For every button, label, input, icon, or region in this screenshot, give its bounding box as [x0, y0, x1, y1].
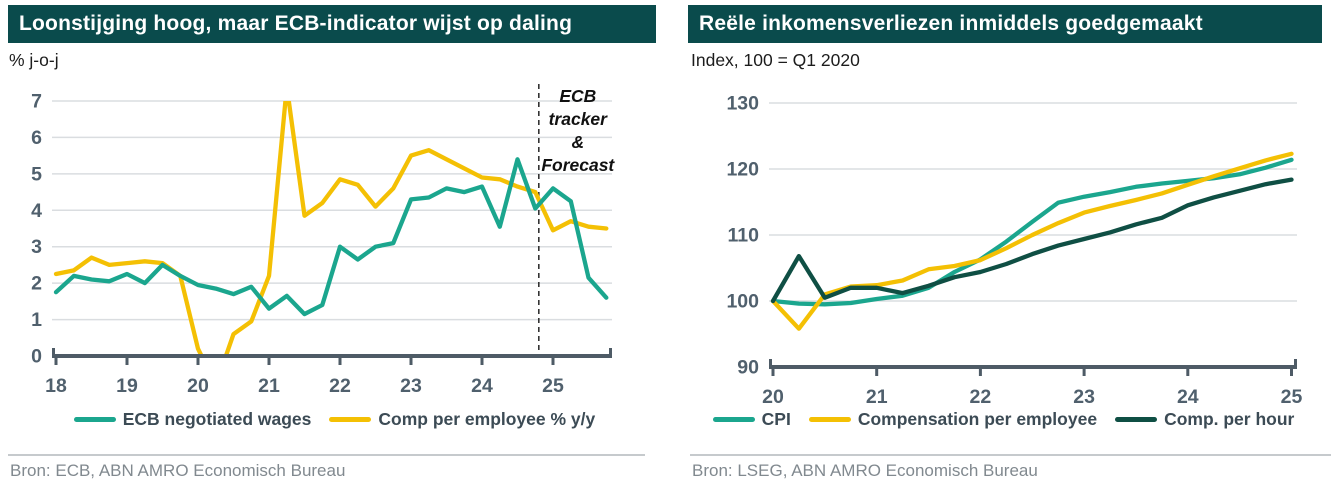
x-tick-label: 25	[542, 375, 564, 397]
divider	[690, 454, 1331, 456]
series-line-cpi	[770, 157, 1294, 307]
x-tick-label: 21	[258, 375, 280, 397]
x-tick-label: 22	[970, 386, 992, 408]
legend-label: Compensation per employee	[857, 409, 1098, 429]
right-chart: 20 21 22 23 24 25 90 100 110 120 130	[726, 93, 1303, 409]
y-tick-label: 120	[726, 159, 759, 181]
right-chart-legend: CPI Compensation per employee Comp. per ho…	[669, 409, 1338, 430]
right-chart-title: Reële inkomensverliezen inmiddels goedge…	[688, 5, 1322, 43]
x-tick-label: 20	[187, 375, 209, 397]
x-tick-label: 20	[762, 386, 784, 408]
x-tick-label: 23	[1073, 386, 1095, 408]
y-tick-label: 2	[31, 273, 42, 295]
forecast-annotation: ECB	[559, 86, 596, 106]
x-tick-label: 21	[866, 386, 888, 408]
right-chart-subtitle: Index, 100 = Q1 2020	[691, 50, 860, 70]
legend-swatch-icon	[73, 417, 116, 422]
left-chart-subtitle: % j-o-j	[9, 50, 59, 70]
y-tick-label: 4	[31, 200, 42, 222]
series-line-ecb-negotiated-wages	[53, 157, 609, 317]
legend-item: Comp per employee % y/y	[329, 409, 595, 430]
x-tick-label: 24	[1177, 386, 1199, 408]
legend-item: ECB negotiated wages	[73, 409, 312, 430]
x-tick-label: 22	[329, 375, 351, 397]
legend-label: Comp per employee % y/y	[378, 409, 596, 429]
divider	[8, 454, 645, 456]
y-tick-label: 110	[728, 225, 760, 247]
forecast-annotation: Forecast	[541, 155, 615, 175]
legend-item: CPI	[712, 409, 791, 430]
left-chart-legend: ECB negotiated wages Comp per employee % …	[0, 409, 669, 430]
y-tick-label: 0	[31, 346, 42, 368]
legend-item: Comp. per hour	[1115, 409, 1294, 430]
y-tick-label: 6	[31, 127, 42, 149]
x-tick-label: 23	[400, 375, 422, 397]
right-chart-source: Bron: LSEG, ABN AMRO Economisch Bureau	[692, 461, 1038, 480]
legend-label: CPI	[761, 409, 791, 429]
y-tick-label: 7	[31, 90, 42, 112]
y-tick-label: 3	[31, 236, 42, 258]
y-tick-label: 5	[31, 163, 42, 185]
y-tick-label: 100	[726, 291, 759, 313]
forecast-annotation: tracker	[549, 109, 609, 129]
legend-label: ECB negotiated wages	[122, 409, 312, 429]
x-tick-label: 24	[471, 375, 493, 397]
x-tick-label: 18	[45, 375, 67, 397]
series-line-comp-per-hour	[770, 177, 1294, 304]
left-chart-source: Bron: ECB, ABN AMRO Economisch Bureau	[10, 461, 346, 480]
y-tick-label: 1	[31, 309, 42, 331]
left-chart-panel: ECB tracker & Forecast 18 19 20 21 22 23 24 25 0 1 2 3 4…	[0, 5, 669, 480]
legend-swatch-icon	[329, 417, 372, 422]
right-chart-panel: 20 21 22 23 24 25 90 100 110 120 130 Reële inkomen…	[669, 0, 1338, 491]
x-tick-label: 19	[116, 375, 138, 397]
y-tick-label: 130	[726, 93, 759, 115]
legend-swatch-icon	[1115, 417, 1158, 422]
legend-swatch-icon	[712, 417, 755, 422]
forecast-annotation: &	[571, 132, 584, 152]
y-tick-label: 90	[737, 357, 759, 379]
series-line-comp-per-employee-y-y	[53, 100, 609, 358]
legend-item: Compensation per employee	[808, 409, 1098, 430]
legend-label: Comp. per hour	[1164, 409, 1295, 429]
legend-swatch-icon	[808, 417, 851, 422]
x-tick-label: 25	[1281, 386, 1303, 408]
left-chart-title: Loonstijging hoog, maar ECB-indicator wi…	[8, 5, 656, 43]
